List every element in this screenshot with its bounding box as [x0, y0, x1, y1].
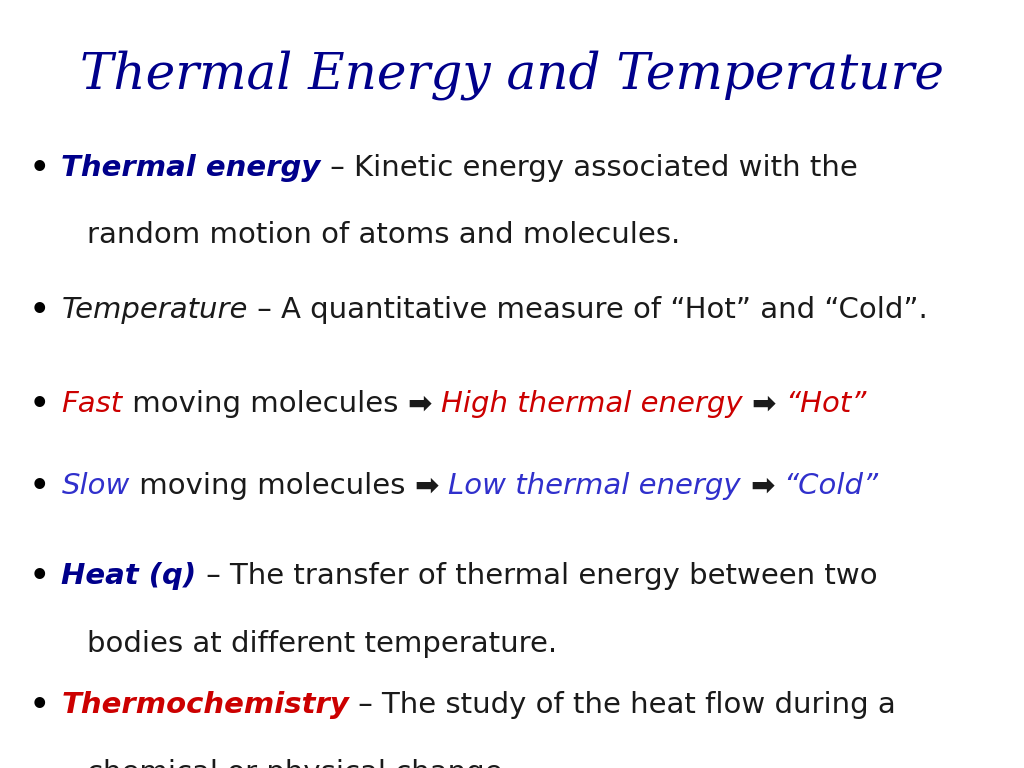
Text: chemical or physical change.: chemical or physical change.: [87, 759, 512, 768]
Text: Thermal Energy and Temperature: Thermal Energy and Temperature: [80, 50, 944, 100]
Text: – Kinetic energy associated with the: – Kinetic energy associated with the: [321, 154, 857, 181]
Text: moving molecules: moving molecules: [130, 472, 415, 500]
Text: “Cold”: “Cold”: [783, 472, 879, 500]
Text: ➡: ➡: [408, 390, 431, 418]
Text: •: •: [29, 296, 49, 325]
Text: – A quantitative measure of “Hot” and “Cold”.: – A quantitative measure of “Hot” and “C…: [248, 296, 928, 323]
Text: Low thermal energy: Low thermal energy: [449, 472, 740, 500]
Text: Temperature: Temperature: [61, 296, 248, 323]
Text: ➡: ➡: [415, 472, 439, 500]
Text: random motion of atoms and molecules.: random motion of atoms and molecules.: [87, 221, 680, 249]
Text: Fast: Fast: [61, 390, 123, 418]
Text: ➡: ➡: [752, 390, 776, 418]
Text: – The transfer of thermal energy between two: – The transfer of thermal energy between…: [197, 562, 878, 590]
Text: moving molecules: moving molecules: [123, 390, 408, 418]
Text: Heat (q): Heat (q): [61, 562, 197, 590]
Text: “Hot”: “Hot”: [785, 390, 866, 418]
Text: •: •: [29, 562, 49, 591]
Text: Thermal energy: Thermal energy: [61, 154, 321, 181]
Text: ➡: ➡: [750, 472, 774, 500]
Text: – The study of the heat flow during a: – The study of the heat flow during a: [349, 691, 896, 719]
Text: •: •: [29, 691, 49, 720]
Text: •: •: [29, 154, 49, 183]
Text: bodies at different temperature.: bodies at different temperature.: [87, 630, 557, 657]
Text: Thermochemistry: Thermochemistry: [61, 691, 349, 719]
Text: •: •: [29, 472, 49, 502]
Text: Slow: Slow: [61, 472, 130, 500]
Text: •: •: [29, 390, 49, 419]
Text: High thermal energy: High thermal energy: [440, 390, 742, 418]
